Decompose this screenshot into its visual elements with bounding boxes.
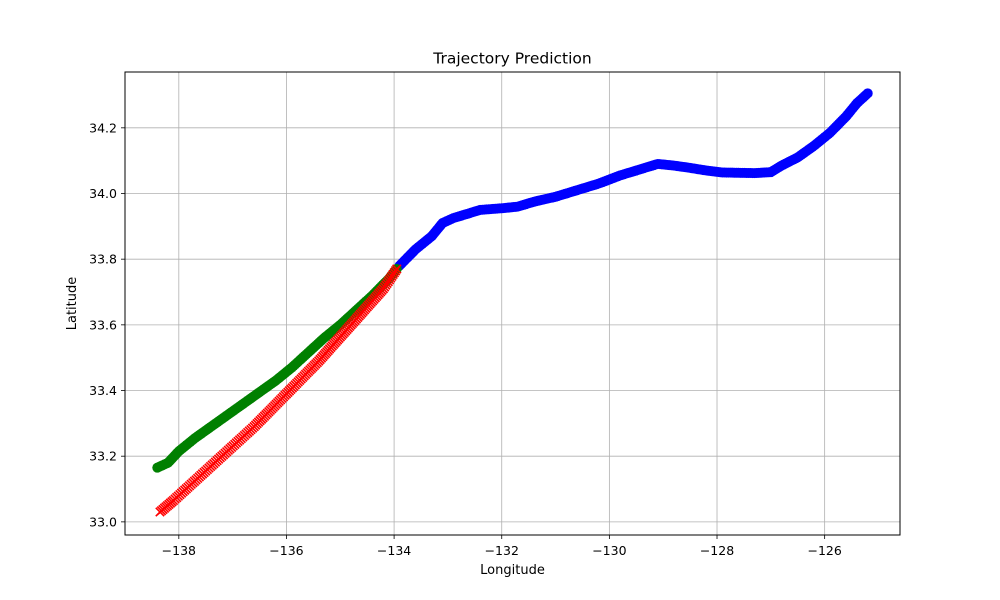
series-1-markers <box>152 264 402 473</box>
x-marker <box>392 264 402 274</box>
plot-area <box>152 88 873 517</box>
chart-title: Trajectory Prediction <box>432 50 591 68</box>
x-tick-label: −136 <box>269 543 303 558</box>
y-tick-label: 33.0 <box>89 514 117 529</box>
axis-ticks: −138 −136 −134 −132 −130 −128 −126 33.0 33.2 33.4… <box>89 120 842 558</box>
x-tick-label: −132 <box>485 543 519 558</box>
plot-frame <box>124 71 901 536</box>
x-tick-label: −130 <box>592 543 626 558</box>
x-tick-label: −128 <box>700 543 734 558</box>
y-tick-label: 34.0 <box>89 186 117 201</box>
circle-marker <box>862 88 873 99</box>
x-tick-label: −134 <box>377 543 411 558</box>
series-0-markers <box>394 88 873 271</box>
grid <box>125 72 900 535</box>
y-tick-label: 33.8 <box>89 252 117 267</box>
y-tick-label: 33.2 <box>89 449 117 464</box>
y-axis-label: Latitude <box>65 277 80 331</box>
y-tick-label: 33.4 <box>89 383 117 398</box>
x-axis-label: Longitude <box>480 563 545 578</box>
x-tick-label: −126 <box>807 543 841 558</box>
y-tick-label: 34.2 <box>89 120 117 135</box>
y-tick-label: 33.6 <box>89 317 117 332</box>
series-2-markers <box>155 264 402 517</box>
x-tick-label: −138 <box>162 543 196 558</box>
